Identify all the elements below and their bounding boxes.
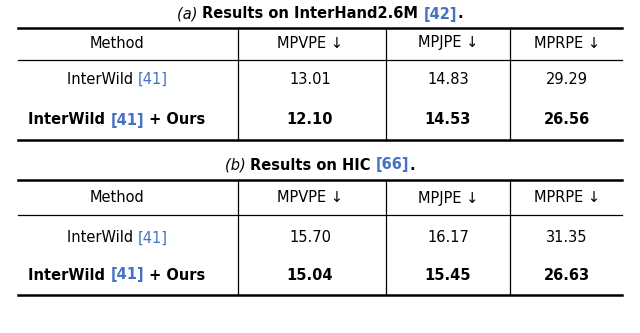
Text: 26.56: 26.56 [544, 113, 590, 128]
Text: 13.01: 13.01 [289, 72, 331, 87]
Text: [41]: [41] [138, 230, 168, 245]
Text: Results on InterHand2.6M: Results on InterHand2.6M [202, 7, 424, 22]
Text: MPVPE ↓: MPVPE ↓ [277, 190, 343, 205]
Text: .: . [457, 7, 463, 22]
Text: (b): (b) [225, 158, 250, 172]
Text: + Ours: + Ours [144, 113, 205, 128]
Text: InterWild: InterWild [67, 72, 138, 87]
Text: + Ours: + Ours [144, 267, 205, 282]
Text: 15.45: 15.45 [425, 267, 471, 282]
Text: Method: Method [90, 36, 145, 51]
Text: 29.29: 29.29 [546, 72, 588, 87]
Text: 26.63: 26.63 [544, 267, 590, 282]
Text: Results on HIC: Results on HIC [250, 158, 376, 172]
Text: MPJPE ↓: MPJPE ↓ [418, 190, 478, 205]
Text: [41]: [41] [111, 267, 144, 282]
Text: MPRPE ↓: MPRPE ↓ [534, 36, 600, 51]
Text: MPVPE ↓: MPVPE ↓ [277, 36, 343, 51]
Text: 14.83: 14.83 [427, 72, 469, 87]
Text: 16.17: 16.17 [427, 230, 469, 245]
Text: [66]: [66] [376, 158, 410, 172]
Text: MPRPE ↓: MPRPE ↓ [534, 190, 600, 205]
Text: 15.70: 15.70 [289, 230, 331, 245]
Text: (a): (a) [177, 7, 202, 22]
Text: MPJPE ↓: MPJPE ↓ [418, 36, 478, 51]
Text: 12.10: 12.10 [287, 113, 333, 128]
Text: 31.35: 31.35 [547, 230, 588, 245]
Text: .: . [410, 158, 415, 172]
Text: 14.53: 14.53 [425, 113, 471, 128]
Text: Method: Method [90, 190, 145, 205]
Text: InterWild: InterWild [29, 267, 111, 282]
Text: InterWild: InterWild [29, 113, 111, 128]
Text: [42]: [42] [424, 7, 457, 22]
Text: InterWild: InterWild [67, 230, 138, 245]
Text: [41]: [41] [111, 113, 144, 128]
Text: 15.04: 15.04 [287, 267, 333, 282]
Text: [41]: [41] [138, 72, 168, 87]
